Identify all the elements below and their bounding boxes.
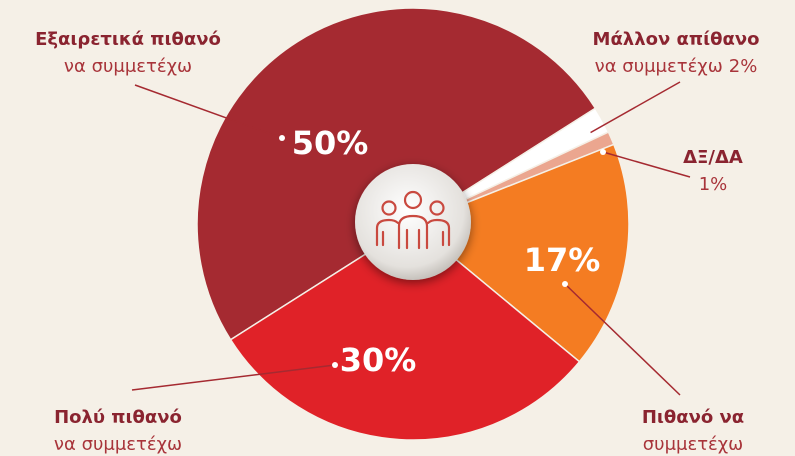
category-line: να συμμετέχω (64, 56, 192, 77)
people-icon (375, 190, 451, 250)
category-label: Μάλλον απίθανο (593, 29, 760, 50)
labels: Εξαιρετικά πιθανό να συμμετέχω 50% Μάλλον α… (35, 29, 759, 455)
pie-slice (411, 143, 630, 363)
category-label: Εξαιρετικά πιθανό (35, 29, 221, 50)
leader-line (564, 283, 681, 396)
category-label: να συμμετέχω 2% (595, 56, 758, 77)
value-label: 17% (524, 241, 601, 279)
category-line: Μάλλον απίθανο (593, 29, 760, 50)
leader-dot (600, 149, 606, 155)
value-label: 30% (340, 341, 417, 379)
category-label: συμμετέχω (643, 434, 744, 455)
category-line: Πολύ πιθανό (54, 407, 182, 428)
leader-line (602, 151, 691, 178)
category-label: να συμμετέχω (64, 56, 192, 77)
leader-dot (279, 135, 285, 141)
category-label: να συμμετέχω (54, 434, 182, 455)
category-line: ΔΞ/ΔΑ (683, 147, 743, 168)
value-label: 50% (292, 124, 369, 162)
leader-line (131, 364, 336, 391)
pie-slice (229, 223, 581, 441)
leader-dot (332, 362, 338, 368)
category-line: να συμμετέχω (54, 434, 182, 455)
leader-dot (562, 281, 568, 287)
category-line: Πιθανό να (642, 407, 744, 428)
category-line: να συμμετέχω (595, 56, 723, 77)
category-line: συμμετέχω (643, 434, 744, 455)
hub (355, 164, 471, 280)
category-line: Εξαιρετικά πιθανό (35, 29, 221, 50)
leader-line (587, 81, 681, 135)
category-label: Πιθανό να (642, 407, 744, 428)
value-label: 1% (699, 174, 728, 195)
leader-dot (585, 131, 591, 137)
category-label: Πολύ πιθανό (54, 407, 182, 428)
category-label: ΔΞ/ΔΑ (683, 147, 743, 168)
center-badge (355, 164, 471, 280)
value-label: 2% (729, 56, 758, 77)
leader-line (134, 84, 283, 139)
